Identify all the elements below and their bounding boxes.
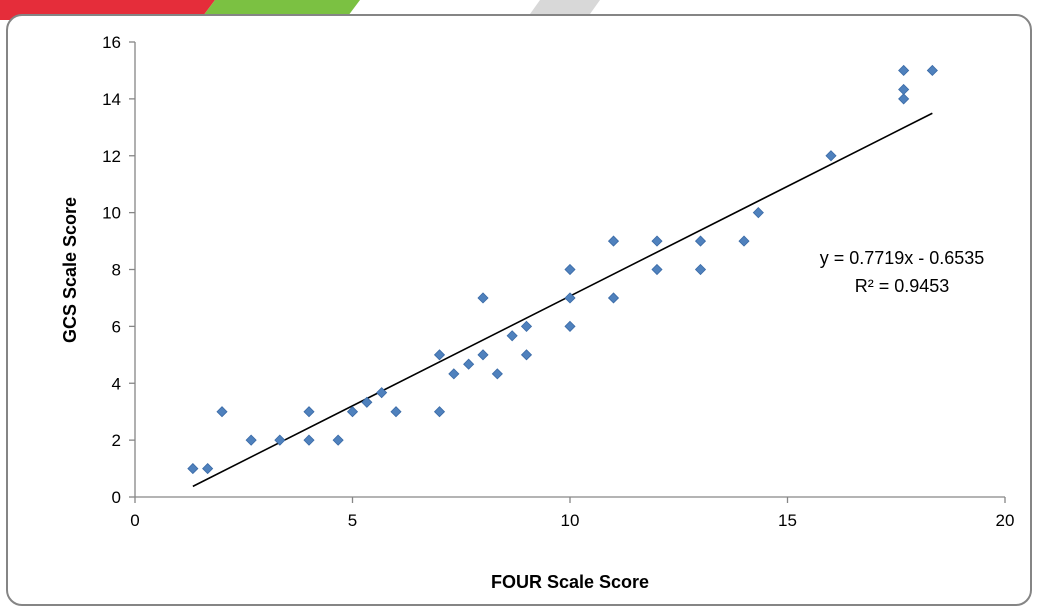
data-point [477,292,489,304]
x-tick-label: 0 [130,511,139,530]
data-point [303,434,315,446]
data-point [506,330,518,342]
y-tick-label: 0 [112,488,121,507]
x-axis-title: FOUR Scale Score [491,572,649,592]
data-point [245,434,257,446]
labels-layer: 0 2 4 6 8 10 12 14 16 0 5 10 15 20 [102,33,1014,530]
x-tick-label: 5 [348,511,357,530]
data-point [520,320,533,332]
data-point [607,235,620,247]
data-point [694,263,707,276]
data-point [274,434,286,446]
x-tick-label: 20 [996,511,1015,530]
data-point [202,462,214,475]
chart-area [6,14,1032,606]
x-tick-label: 10 [561,511,580,530]
data-point [448,368,460,380]
data-point [303,406,315,418]
data-point [477,349,489,361]
data-point [433,406,446,418]
strip-gray-shape [530,0,600,14]
y-tick-label: 2 [112,431,121,450]
data-point [346,406,359,418]
data-point [433,349,446,361]
data-point [376,387,388,399]
data-point [898,93,910,105]
y-axis-title: GCS Scale Score [60,197,80,343]
data-point [651,263,663,276]
points-layer [187,64,938,475]
y-tick-label: 4 [112,374,121,393]
data-point [491,368,503,380]
data-point [738,235,750,247]
data-point [898,83,910,96]
y-tick-label: 14 [102,90,121,109]
trendline-equation: y = 0.7719x - 0.6535 [820,248,985,268]
y-tick-label: 10 [102,204,121,223]
y-tick-label: 16 [102,33,121,52]
data-point [361,396,373,408]
data-point [463,358,475,370]
data-point [520,349,533,361]
data-point [607,292,620,304]
data-point [187,462,199,475]
trendline [192,112,933,488]
data-point [825,150,837,162]
data-point [694,235,707,247]
data-point [752,207,764,219]
data-point [898,64,910,77]
data-point [926,64,938,77]
r-squared-label: R² = 0.9453 [855,276,950,296]
x-tick-label: 15 [778,511,797,530]
data-point [651,235,663,247]
data-point [564,320,576,332]
data-point [390,406,402,418]
data-point [216,406,228,418]
data-point [564,292,576,304]
y-tick-label: 8 [112,261,121,280]
data-point [564,263,576,276]
y-tick-label: 6 [112,317,121,336]
axes-layer [129,41,1006,503]
data-point [332,434,344,446]
y-tick-label: 12 [102,147,121,166]
trendline-layer [192,112,933,488]
